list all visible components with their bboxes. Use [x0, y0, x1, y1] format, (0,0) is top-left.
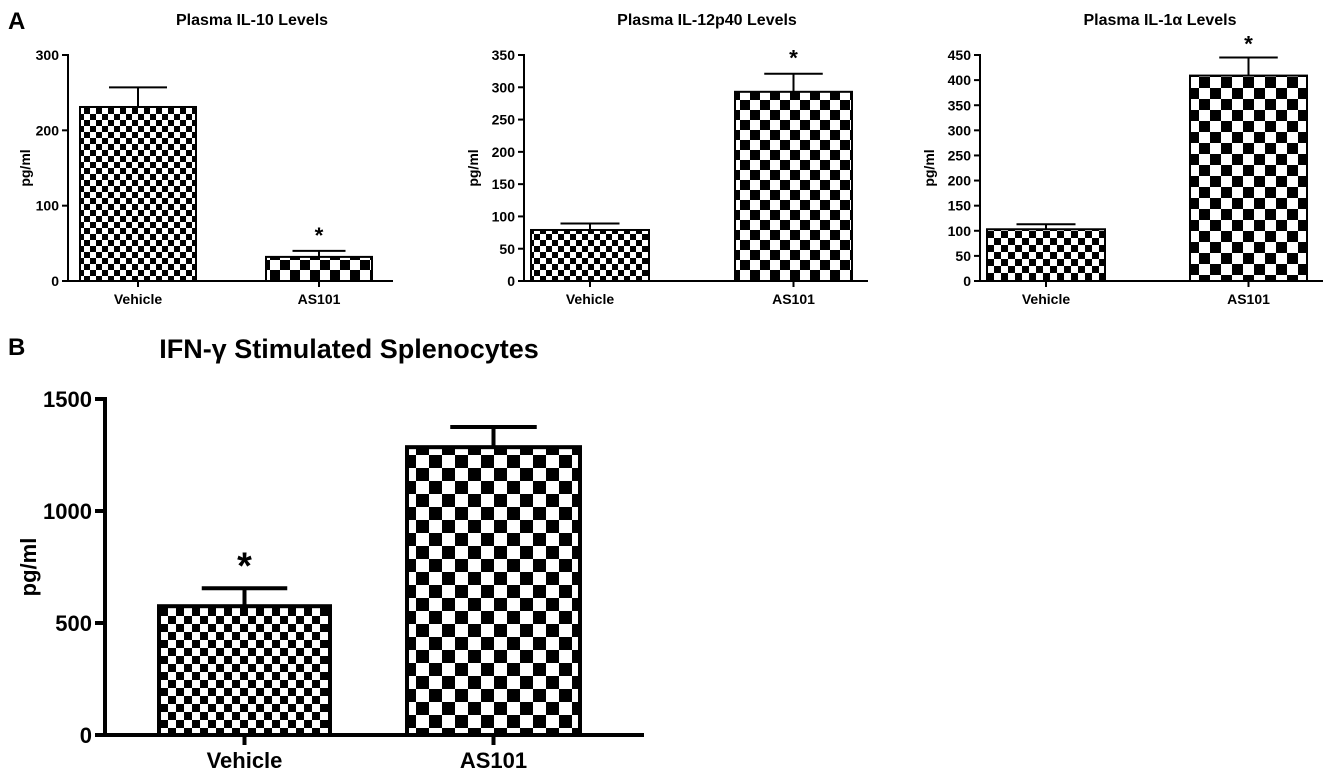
x-tick-label: AS101	[772, 291, 815, 307]
x-tick-label: Vehicle	[566, 291, 614, 307]
y-tick-label: 300	[948, 122, 972, 138]
panel-label-a: A	[8, 8, 26, 35]
y-tick-label: 450	[948, 47, 972, 63]
y-tick-label: 50	[955, 248, 971, 264]
x-tick-label: Vehicle	[207, 748, 283, 773]
y-tick-label: 150	[492, 176, 516, 192]
y-tick-label: 400	[948, 72, 972, 88]
significance-marker: *	[315, 223, 324, 248]
y-tick-label: 0	[963, 273, 971, 289]
y-tick-label: 200	[492, 144, 516, 160]
y-tick-label: 0	[80, 723, 92, 748]
y-tick-label: 0	[507, 273, 515, 289]
y-tick-label: 100	[948, 223, 972, 239]
y-tick-label: 250	[948, 147, 972, 163]
chart-title: IFN-γ Stimulated Splenocytes	[159, 334, 539, 364]
y-tick-label: 300	[492, 79, 516, 95]
y-tick-label: 1000	[43, 499, 92, 524]
bar-as101	[405, 445, 582, 737]
chart-title: Plasma IL-10 Levels	[176, 12, 328, 29]
panel-label-b: B	[8, 334, 26, 361]
y-tick-label: 250	[492, 112, 516, 128]
y-tick-label: 50	[499, 241, 515, 257]
y-tick-label: 200	[36, 122, 60, 138]
bar-vehicle	[79, 105, 197, 283]
y-tick-label: 100	[36, 198, 60, 214]
x-tick-label: Vehicle	[114, 291, 162, 307]
significance-marker: *	[1244, 32, 1253, 57]
y-tick-label: 100	[492, 208, 516, 224]
y-tick-label: 350	[948, 97, 972, 113]
chart-title: Plasma IL-12p40 Levels	[617, 12, 797, 29]
y-axis-label: pg/ml	[17, 149, 33, 186]
bar-vehicle	[530, 228, 650, 282]
significance-marker: *	[789, 46, 798, 71]
y-tick-label: 200	[948, 173, 972, 189]
y-tick-label: 1500	[43, 387, 92, 412]
x-tick-label: AS101	[460, 748, 527, 773]
y-tick-label: 500	[55, 611, 92, 636]
chart-title: Plasma IL-1α Levels	[1083, 12, 1236, 29]
x-tick-label: AS101	[1227, 291, 1270, 307]
x-tick-label: AS101	[298, 291, 341, 307]
y-tick-label: 150	[948, 198, 972, 214]
y-tick-label: 0	[51, 273, 59, 289]
y-axis-label: pg/ml	[16, 538, 41, 597]
y-axis-label: pg/ml	[465, 149, 481, 186]
y-tick-label: 300	[36, 47, 60, 63]
bar-as101	[265, 255, 373, 283]
y-tick-label: 350	[492, 47, 516, 63]
bar-as101	[1189, 74, 1308, 282]
y-axis-label: pg/ml	[921, 149, 937, 186]
bar-vehicle	[157, 604, 332, 738]
bar-vehicle	[986, 228, 1106, 283]
significance-marker: *	[237, 545, 252, 587]
x-tick-label: Vehicle	[1022, 291, 1070, 307]
